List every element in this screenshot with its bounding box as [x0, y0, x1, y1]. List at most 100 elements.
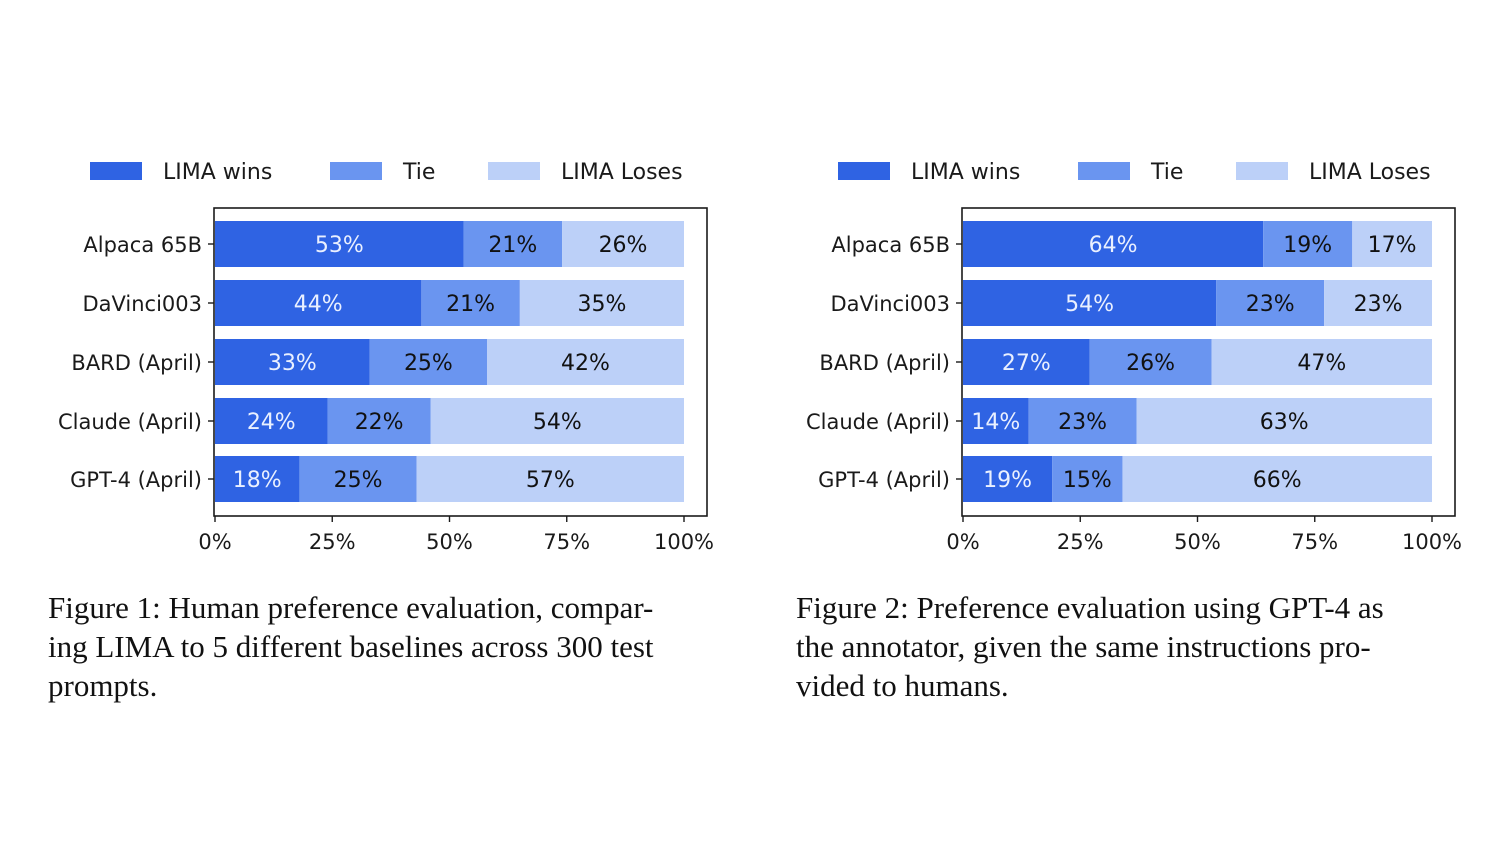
legend-swatch-tie [1078, 162, 1130, 180]
bar-lima-wins-davinci003 [963, 280, 1217, 326]
legend-label-lima-wins: LIMA wins [163, 160, 272, 185]
data-label-tie-gpt-4-april: 25% [334, 468, 383, 493]
stacked-bar-chart-2: LIMA wins Tie LIMA Loses 64% 19% 17% 54% 23% 23%… [806, 160, 1462, 554]
bar-tie-claude-april [327, 398, 431, 444]
bar-lima-loses-bard-april [1211, 339, 1432, 385]
y-label-bard-april: BARD (April) [819, 351, 950, 375]
bar-lima-loses-claude-april [430, 398, 684, 444]
legend-label-lima-loses: LIMA Loses [1309, 160, 1431, 185]
data-label-lima-wins-gpt-4-april: 18% [233, 468, 282, 493]
data-label-lima-loses-gpt-4-april: 57% [526, 468, 575, 493]
data-label-lima-wins-alpaca-65b: 64% [1089, 233, 1138, 258]
legend-swatch-lima-wins [838, 162, 890, 180]
legend-item-tie: Tie [330, 160, 435, 185]
bar-tie-bard-april [369, 339, 488, 385]
bar-tie-gpt-4-april [1052, 456, 1123, 502]
bar-lima-wins-alpaca-65b [963, 221, 1264, 267]
data-label-lima-loses-claude-april: 63% [1260, 410, 1309, 435]
data-label-tie-alpaca-65b: 21% [488, 233, 537, 258]
data-label-tie-bard-april: 25% [404, 351, 453, 376]
y-label-alpaca-65b: Alpaca 65B [831, 233, 950, 257]
bar-lima-wins-davinci003 [215, 280, 422, 326]
data-label-lima-loses-alpaca-65b: 26% [599, 233, 648, 258]
data-label-lima-wins-gpt-4-april: 19% [983, 468, 1032, 493]
bar-tie-alpaca-65b [1263, 221, 1353, 267]
x-label-3: 75% [543, 530, 590, 554]
bar-lima-wins-bard-april [963, 339, 1090, 385]
bar-tie-bard-april [1089, 339, 1212, 385]
figure-1-caption-text: Figure 1: Human preference evaluation, c… [48, 590, 654, 703]
legend-label-lima-loses: LIMA Loses [561, 160, 683, 185]
x-axis: 0% 25% 50% 75% 100% [198, 516, 714, 554]
bar-lima-loses-alpaca-65b [562, 221, 684, 267]
legend-swatch-tie [330, 162, 382, 180]
data-label-lima-loses-alpaca-65b: 17% [1368, 233, 1417, 258]
x-label-0: 0% [946, 530, 979, 554]
legend-swatch-lima-loses [1236, 162, 1288, 180]
x-label-4: 100% [1402, 530, 1462, 554]
bar-lima-wins-alpaca-65b [215, 221, 464, 267]
legend-label-tie: Tie [1150, 160, 1183, 185]
bar-tie-davinci003 [421, 280, 520, 326]
data-label-lima-loses-bard-april: 42% [561, 351, 610, 376]
data-label-lima-wins-davinci003: 44% [294, 292, 343, 317]
bar-lima-loses-gpt-4-april [1122, 456, 1432, 502]
y-label-gpt-4-april: GPT-4 (April) [818, 468, 950, 492]
data-label-lima-loses-davinci003: 35% [577, 292, 626, 317]
data-label-lima-loses-davinci003: 23% [1354, 292, 1403, 317]
legend-item-tie: Tie [1078, 160, 1183, 185]
legend-label-lima-wins: LIMA wins [911, 160, 1020, 185]
y-label-davinci003: DaVinci003 [82, 292, 202, 316]
bar-tie-davinci003 [1216, 280, 1325, 326]
bar-lima-wins-gpt-4-april [963, 456, 1053, 502]
legend-label-tie: Tie [402, 160, 435, 185]
x-label-3: 75% [1291, 530, 1338, 554]
data-label-tie-claude-april: 22% [355, 410, 404, 435]
figure-2-caption: Figure 2: Preference evaluation using GP… [796, 588, 1486, 705]
data-label-tie-davinci003: 23% [1246, 292, 1295, 317]
figure-1: LIMA wins Tie LIMA Loses 53% 21% 26% 44% 21% 35%… [48, 160, 714, 703]
legend-swatch-lima-loses [488, 162, 540, 180]
bar-tie-gpt-4-april [299, 456, 417, 502]
y-label-alpaca-65b: Alpaca 65B [83, 233, 202, 257]
x-label-2: 50% [1174, 530, 1221, 554]
data-label-lima-wins-davinci003: 54% [1065, 292, 1114, 317]
data-label-lima-wins-bard-april: 27% [1002, 351, 1051, 376]
x-label-0: 0% [198, 530, 231, 554]
bar-lima-loses-davinci003 [519, 280, 684, 326]
x-label-1: 25% [309, 530, 356, 554]
x-label-4: 100% [654, 530, 714, 554]
data-label-tie-davinci003: 21% [446, 292, 495, 317]
data-label-tie-gpt-4-april: 15% [1063, 468, 1112, 493]
y-label-claude-april: Claude (April) [806, 410, 950, 434]
bar-lima-loses-claude-april [1136, 398, 1432, 444]
y-label-gpt-4-april: GPT-4 (April) [70, 468, 202, 492]
bar-lima-wins-bard-april [215, 339, 370, 385]
x-label-1: 25% [1057, 530, 1104, 554]
y-label-bard-april: BARD (April) [71, 351, 202, 375]
data-label-lima-wins-claude-april: 14% [971, 410, 1020, 435]
legend-item-lima-wins: LIMA wins [838, 160, 1020, 185]
y-label-claude-april: Claude (April) [58, 410, 202, 434]
data-label-tie-alpaca-65b: 19% [1283, 233, 1332, 258]
bar-tie-alpaca-65b [463, 221, 563, 267]
legend-swatch-lima-wins [90, 162, 142, 180]
x-axis: 0% 25% 50% 75% 100% [946, 516, 1462, 554]
stacked-bar-chart-1: LIMA wins Tie LIMA Loses 53% 21% 26% 44% 21% 35%… [58, 160, 714, 554]
legend-item-lima-loses: LIMA Loses [488, 160, 683, 185]
bar-lima-wins-claude-april [215, 398, 328, 444]
data-label-lima-wins-alpaca-65b: 53% [315, 233, 364, 258]
data-label-lima-wins-claude-april: 24% [247, 410, 296, 435]
y-label-davinci003: DaVinci003 [830, 292, 950, 316]
legend-item-lima-wins: LIMA wins [90, 160, 272, 185]
chart-legend: LIMA wins Tie LIMA Loses [838, 160, 1431, 185]
data-label-lima-wins-bard-april: 33% [268, 351, 317, 376]
chart-legend: LIMA wins Tie LIMA Loses [90, 160, 683, 185]
x-label-2: 50% [426, 530, 473, 554]
figure-2: LIMA wins Tie LIMA Loses 64% 19% 17% 54% 23% 23%… [748, 0, 1498, 843]
bar-lima-loses-davinci003 [1324, 280, 1432, 326]
bar-lima-loses-bard-april [487, 339, 684, 385]
data-label-tie-bard-april: 26% [1126, 351, 1175, 376]
data-label-lima-loses-gpt-4-april: 66% [1253, 468, 1302, 493]
bar-lima-loses-alpaca-65b [1352, 221, 1432, 267]
